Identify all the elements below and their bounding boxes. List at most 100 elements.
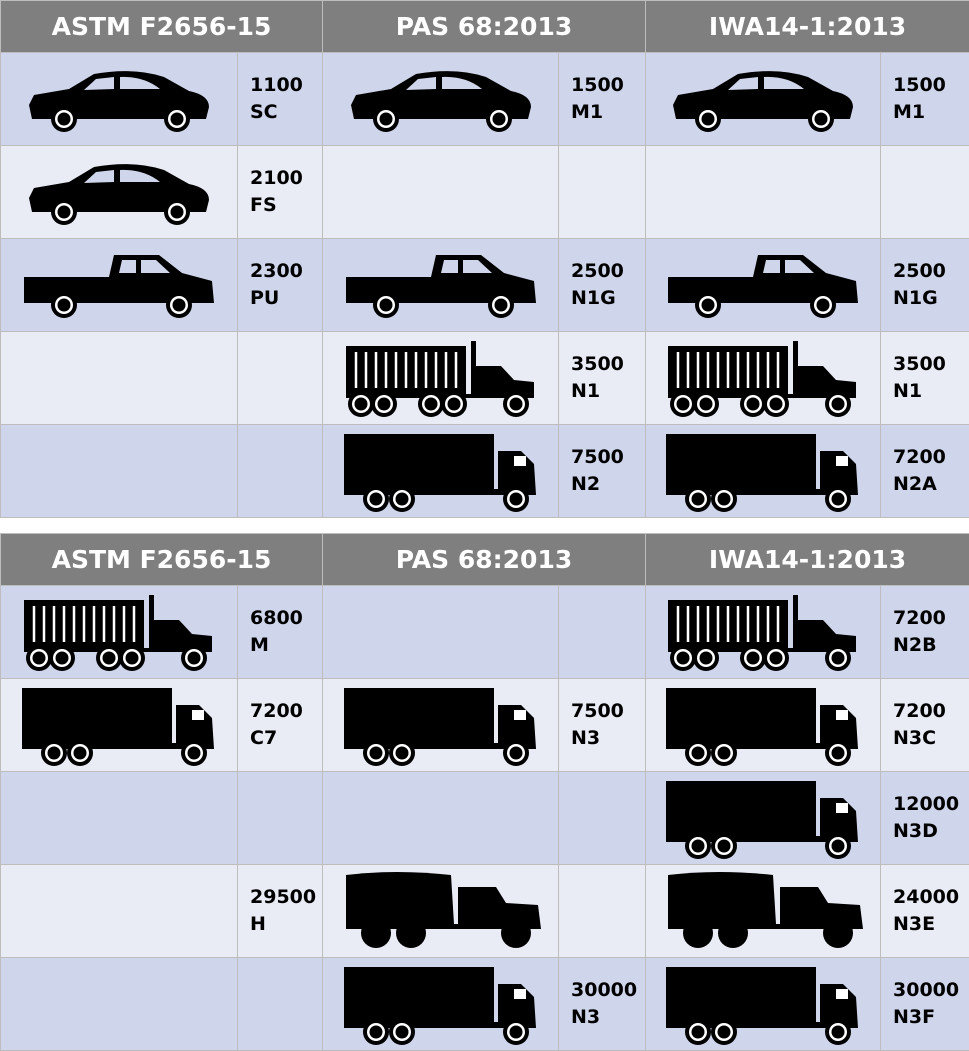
rating-cell: 3500 N1 bbox=[880, 331, 969, 425]
rating-cell: 7500 N2 bbox=[557, 424, 647, 518]
rating-cell: 7200 C7 bbox=[237, 678, 323, 772]
vehicle-mass: 30000 bbox=[571, 979, 638, 1001]
vehicle-cell bbox=[322, 331, 559, 425]
vehicle-cell bbox=[0, 957, 238, 1051]
table-row: 2300 PU 2500 N1G 2500 N1G bbox=[0, 238, 969, 332]
vehicle-mass: 7200 bbox=[893, 700, 946, 722]
vehicle-mass: 6800 bbox=[250, 607, 303, 629]
box-truck-icon bbox=[658, 776, 868, 860]
rating-cell: 7200 N2B bbox=[880, 585, 969, 679]
vehicle-cell bbox=[0, 331, 238, 425]
vehicle-mass: 2100 bbox=[250, 167, 303, 189]
table-row: 1100 SC 1500 M1 1500 M1 bbox=[0, 52, 969, 146]
vehicle-cell bbox=[322, 678, 559, 772]
vehicle-mass: 2500 bbox=[893, 260, 946, 282]
rating-cell: 2500 N1G bbox=[880, 238, 969, 332]
vehicle-mass: 2500 bbox=[571, 260, 624, 282]
vehicle-class: N1 bbox=[893, 380, 923, 402]
box-truck-icon bbox=[14, 683, 224, 767]
vehicle-class: M1 bbox=[571, 101, 604, 123]
vehicle-mass: 1100 bbox=[250, 74, 303, 96]
vehicle-cell bbox=[645, 424, 882, 518]
vehicle-class: N1 bbox=[571, 380, 601, 402]
table-row: 30000 N3 30000 N3F bbox=[0, 957, 969, 1051]
vehicle-cell bbox=[645, 585, 882, 679]
rating-cell bbox=[237, 424, 323, 518]
vehicle-cell bbox=[0, 678, 238, 772]
rating-cell: 1500 M1 bbox=[557, 52, 647, 146]
rating-cell: 2300 PU bbox=[237, 238, 323, 332]
vehicle-cell bbox=[322, 424, 559, 518]
header-row: ASTM F2656-15 PAS 68:2013 IWA14-1:2013 bbox=[0, 533, 969, 586]
vehicle-class: N3 bbox=[571, 727, 601, 749]
box-truck-icon bbox=[658, 962, 868, 1046]
table-row: 7500 N2 7200 N2A bbox=[0, 424, 969, 518]
vehicle-cell bbox=[645, 238, 882, 332]
vehicle-cell bbox=[0, 145, 238, 239]
vehicle-mass: 2300 bbox=[250, 260, 303, 282]
vehicle-class: N3 bbox=[571, 1006, 601, 1028]
standard-header: PAS 68:2013 bbox=[321, 0, 647, 53]
vehicle-mass: 7200 bbox=[893, 607, 946, 629]
vehicle-class: SC bbox=[250, 101, 278, 123]
vehicle-mass: 24000 bbox=[893, 886, 960, 908]
rating-cell: 3500 N1 bbox=[557, 331, 647, 425]
vehicle-class: N1G bbox=[571, 287, 616, 309]
vehicle-mass: 29500 bbox=[250, 886, 317, 908]
box-truck-icon bbox=[658, 429, 868, 513]
rating-cell bbox=[557, 864, 647, 958]
vehicle-mass: 1500 bbox=[893, 74, 946, 96]
standard-header: IWA14-1:2013 bbox=[645, 0, 969, 53]
vehicle-cell bbox=[322, 238, 559, 332]
vehicle-mass: 7200 bbox=[893, 446, 946, 468]
vehicle-class: N2A bbox=[893, 473, 937, 495]
vehicle-class: N3D bbox=[893, 820, 938, 842]
vehicle-mass: 12000 bbox=[893, 793, 960, 815]
vehicle-cell bbox=[645, 52, 882, 146]
rating-cell: 7200 N3C bbox=[880, 678, 969, 772]
vehicle-mass: 1500 bbox=[571, 74, 624, 96]
vehicle-cell bbox=[0, 238, 238, 332]
vehicle-class: N3E bbox=[893, 913, 936, 935]
vehicle-cell bbox=[322, 864, 559, 958]
header-row: ASTM F2656-15 PAS 68:2013 IWA14-1:2013 bbox=[0, 0, 969, 53]
vehicle-cell bbox=[322, 957, 559, 1051]
vehicle-cell bbox=[0, 585, 238, 679]
pickup-icon bbox=[658, 243, 868, 327]
vehicle-cell bbox=[322, 585, 559, 679]
vehicle-class: N2 bbox=[571, 473, 601, 495]
vehicle-class-table-2: ASTM F2656-15 PAS 68:2013 IWA14-1:2013 6800… bbox=[0, 533, 969, 1051]
rating-cell bbox=[237, 331, 323, 425]
vehicle-cell bbox=[645, 957, 882, 1051]
pickup-icon bbox=[14, 243, 224, 327]
standard-header: ASTM F2656-15 bbox=[0, 533, 323, 586]
rating-cell bbox=[880, 145, 969, 239]
vehicle-cell bbox=[645, 678, 882, 772]
vehicle-mass: 7500 bbox=[571, 700, 624, 722]
vehicle-cell bbox=[645, 771, 882, 865]
rating-cell: 1100 SC bbox=[237, 52, 323, 146]
rating-cell: 7500 N3 bbox=[557, 678, 647, 772]
vehicle-cell bbox=[0, 864, 238, 958]
table-row: 3500 N1 3500 N1 bbox=[0, 331, 969, 425]
rating-cell: 29500 H bbox=[237, 864, 323, 958]
vehicle-cell bbox=[322, 771, 559, 865]
rating-cell bbox=[557, 771, 647, 865]
rating-cell: 12000 N3D bbox=[880, 771, 969, 865]
box-truck-icon bbox=[336, 429, 546, 513]
vehicle-cell bbox=[322, 52, 559, 146]
vehicle-class: H bbox=[250, 913, 266, 935]
standard-header: PAS 68:2013 bbox=[321, 533, 647, 586]
container-truck-icon bbox=[14, 590, 224, 674]
rating-cell: 7200 N2A bbox=[880, 424, 969, 518]
box-truck-icon bbox=[658, 683, 868, 767]
vehicle-class: N1G bbox=[893, 287, 938, 309]
military-truck-icon bbox=[336, 869, 546, 953]
vehicle-mass: 3500 bbox=[893, 353, 946, 375]
vehicle-class-table-1: ASTM F2656-15 PAS 68:2013 IWA14-1:2013 1100… bbox=[0, 0, 969, 518]
table-row: 12000 N3D bbox=[0, 771, 969, 865]
vehicle-cell bbox=[645, 331, 882, 425]
rating-cell: 30000 N3F bbox=[880, 957, 969, 1051]
car-icon bbox=[336, 57, 546, 141]
vehicle-class: N3F bbox=[893, 1006, 936, 1028]
